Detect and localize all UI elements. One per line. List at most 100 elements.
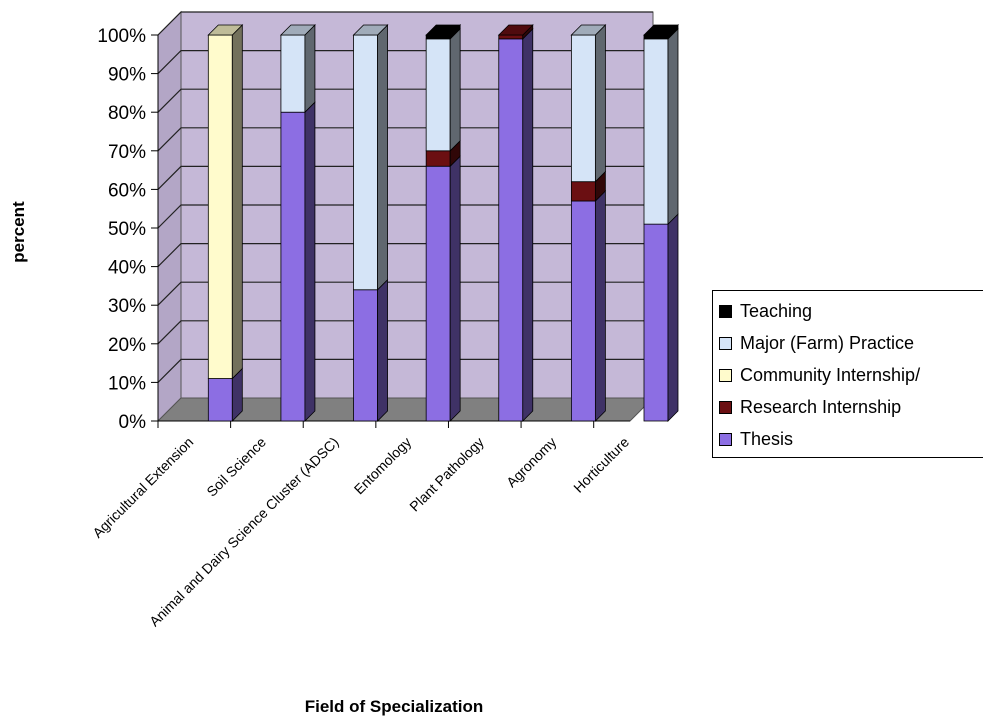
bar-front bbox=[643, 223, 669, 422]
legend-label: Thesis bbox=[740, 428, 794, 449]
gridline bbox=[157, 243, 653, 268]
x-tick-label: Soil Science bbox=[203, 434, 269, 500]
bar-segment bbox=[498, 27, 534, 422]
bar-top bbox=[643, 24, 679, 36]
bar-segment bbox=[425, 155, 461, 422]
y-axis-title: percent bbox=[9, 201, 28, 263]
bar-front bbox=[498, 38, 524, 422]
bar-side bbox=[594, 24, 606, 183]
bar-side bbox=[449, 155, 461, 422]
bar-top bbox=[497, 24, 534, 36]
bar-segment bbox=[643, 27, 679, 226]
legend-swatch bbox=[719, 400, 732, 414]
x-tick-label: Agricultural Extension bbox=[89, 434, 196, 541]
bar-front bbox=[570, 200, 596, 422]
legend: Teaching Major (Farm) Practice Community… bbox=[712, 290, 983, 458]
bar-stack bbox=[570, 24, 607, 422]
gridline bbox=[157, 281, 653, 306]
bar-side bbox=[667, 27, 679, 226]
legend-item-community-internship: Community Internship/ bbox=[719, 363, 920, 387]
bar-stack bbox=[207, 24, 244, 422]
y-tick-label: 30% bbox=[108, 296, 146, 317]
bar-segment bbox=[280, 24, 316, 114]
bar-front bbox=[207, 34, 233, 379]
bar-stack bbox=[279, 24, 316, 422]
x-axis-title: Field of Specialization bbox=[305, 697, 484, 716]
bar-top bbox=[279, 24, 316, 36]
bar-top bbox=[425, 24, 462, 36]
bar-front bbox=[280, 111, 306, 422]
y-tick-label: 100% bbox=[97, 26, 146, 47]
bar-side bbox=[304, 24, 316, 114]
bar-front bbox=[425, 34, 451, 40]
bar-front bbox=[280, 34, 306, 113]
bar-front bbox=[643, 34, 669, 40]
bar-front bbox=[425, 165, 451, 422]
bar-front bbox=[425, 38, 451, 152]
x-tick-label: Agronomy bbox=[503, 434, 559, 490]
bar-segment bbox=[207, 24, 243, 380]
bar-segment bbox=[280, 101, 316, 422]
bar-front bbox=[498, 34, 524, 40]
bar-side bbox=[377, 24, 388, 291]
bar-side bbox=[594, 190, 606, 422]
bar-segment bbox=[570, 24, 606, 183]
y-tick-label: 70% bbox=[108, 142, 146, 163]
legend-swatch bbox=[719, 336, 732, 350]
gridline bbox=[157, 49, 653, 75]
gridline bbox=[157, 127, 653, 152]
gridline bbox=[157, 320, 653, 345]
bar-top bbox=[352, 24, 389, 36]
gridline bbox=[157, 11, 653, 36]
y-tick-label: 10% bbox=[108, 373, 146, 394]
bar-side bbox=[667, 213, 679, 422]
bar-segment bbox=[353, 24, 388, 291]
x-tick-label: Plant Pathology bbox=[406, 434, 487, 515]
y-tick-label: 90% bbox=[108, 65, 146, 86]
bar-segment bbox=[425, 27, 461, 152]
y-tick-label: 0% bbox=[119, 412, 147, 433]
bar-side bbox=[377, 278, 388, 422]
bar-front bbox=[353, 289, 378, 422]
legend-label: Teaching bbox=[740, 300, 813, 321]
y-tick-label: 80% bbox=[108, 103, 146, 124]
bar-stack bbox=[352, 24, 389, 422]
bar-front bbox=[570, 181, 596, 202]
bar-front bbox=[207, 378, 233, 422]
bar-front bbox=[425, 150, 451, 167]
legend-label: Research Internship bbox=[740, 396, 902, 417]
bar-stack bbox=[643, 24, 679, 422]
bar-side bbox=[449, 27, 461, 152]
legend-item-thesis: Thesis bbox=[719, 427, 793, 451]
bar-segment bbox=[570, 190, 606, 422]
bar-segment bbox=[353, 278, 388, 422]
gridline bbox=[157, 88, 653, 113]
legend-label: Major (Farm) Practice bbox=[740, 332, 915, 353]
legend-label: Community Internship/ bbox=[740, 364, 921, 385]
y-tick-label: 60% bbox=[108, 180, 146, 201]
x-tick-label: Entomology bbox=[351, 434, 415, 498]
bar-stack bbox=[425, 24, 462, 422]
legend-item-teaching: Teaching bbox=[719, 299, 812, 323]
bar-side bbox=[304, 101, 316, 422]
legend-swatch bbox=[719, 432, 732, 446]
y-tick-label: 50% bbox=[108, 219, 146, 240]
bar-front bbox=[570, 34, 596, 183]
bar-segment bbox=[207, 367, 243, 422]
y-tick-label: 40% bbox=[108, 258, 146, 279]
bar-top bbox=[570, 24, 607, 36]
bar-segment bbox=[643, 213, 679, 422]
legend-swatch bbox=[719, 304, 732, 318]
y-tick-label: 20% bbox=[108, 335, 146, 356]
legend-swatch bbox=[719, 368, 732, 382]
bar-side bbox=[522, 27, 534, 422]
legend-item-major-farm-practice: Major (Farm) Practice bbox=[719, 331, 914, 355]
bar-front bbox=[643, 38, 669, 225]
bar-front bbox=[353, 34, 378, 291]
gridline bbox=[157, 358, 653, 383]
bar-side bbox=[231, 24, 243, 380]
bar-top bbox=[207, 24, 244, 36]
gridline bbox=[157, 165, 653, 190]
legend-item-research-internship: Research Internship bbox=[719, 395, 901, 419]
